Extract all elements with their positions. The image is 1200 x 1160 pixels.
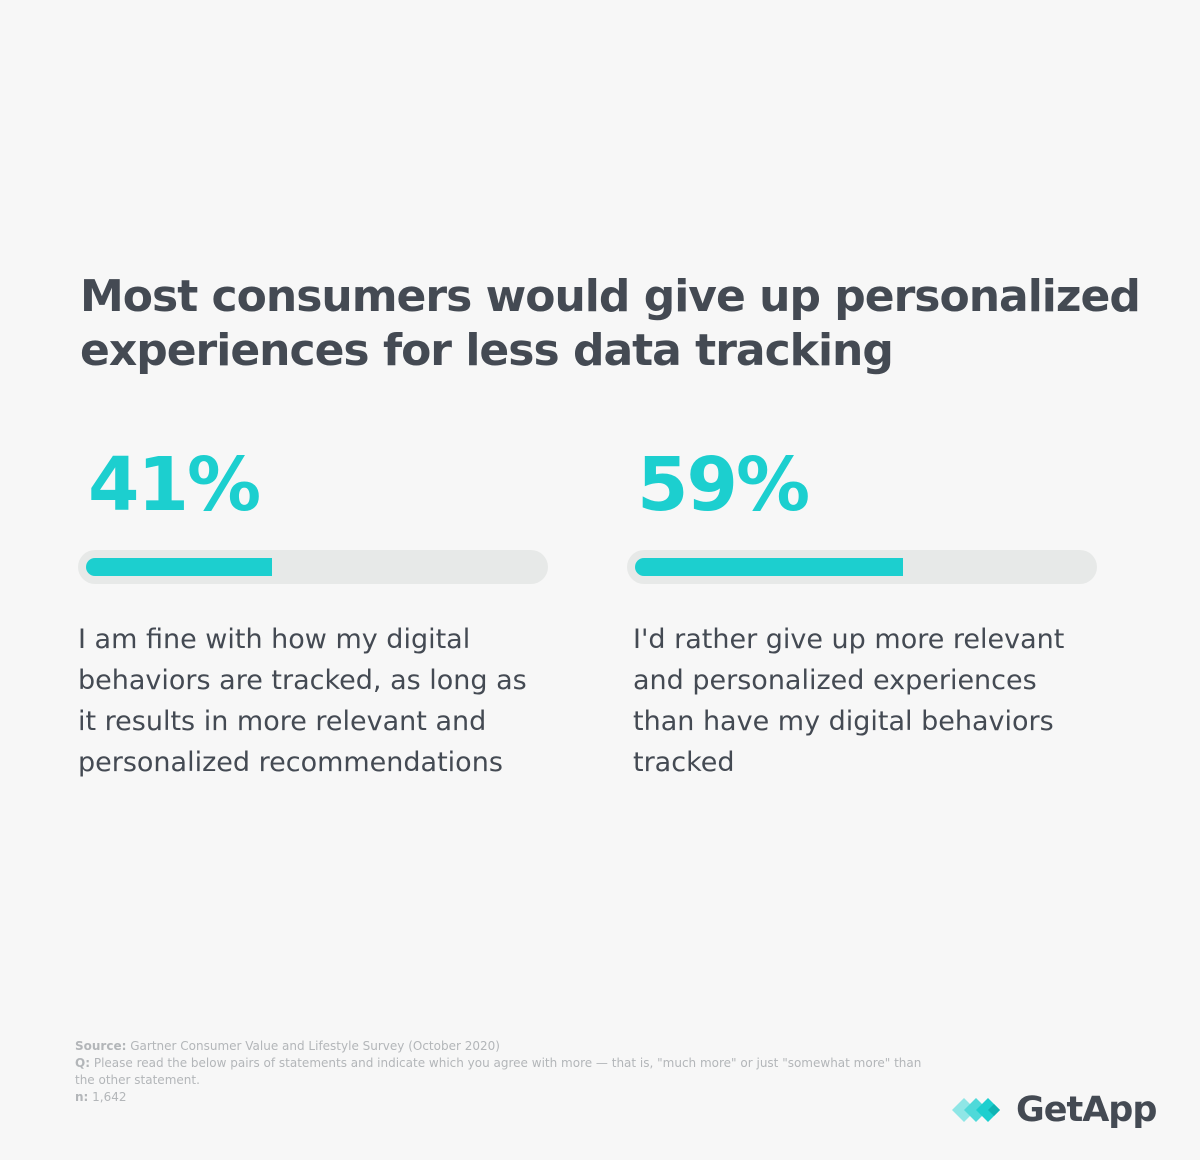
source-line: Source: Gartner Consumer Value and Lifes… — [75, 1038, 925, 1055]
logo-wordmark: GetApp — [1016, 1090, 1157, 1130]
chart-title: Most consumers would give up personalize… — [80, 271, 1141, 376]
statement-text: I am fine with how my digital behaviors … — [78, 624, 527, 778]
source-footnote: Source: Gartner Consumer Value and Lifes… — [75, 1038, 925, 1106]
sample-size-line: n: 1,642 — [75, 1089, 925, 1106]
progress-track — [627, 550, 1097, 584]
statement-text: I'd rather give up more relevant and per… — [633, 624, 1065, 778]
getapp-logo: GetApp — [952, 1088, 1157, 1132]
question-line: Q: Please read the below pairs of statem… — [75, 1055, 925, 1089]
stat-card-fine-with-tracking: 41% I am fine with how my digital behavi… — [78, 440, 548, 783]
progress-bar-fill — [86, 558, 272, 576]
sample-size-text: 1,642 — [92, 1090, 127, 1104]
percent-label: 59% — [637, 442, 810, 528]
source-label: Source: — [75, 1039, 127, 1053]
stat-card-give-up-personalization: 59% I'd rather give up more relevant and… — [627, 440, 1097, 783]
getapp-chevrons-icon — [952, 1098, 1000, 1122]
source-text: Gartner Consumer Value and Lifestyle Sur… — [130, 1039, 500, 1053]
progress-bar-fill — [635, 558, 903, 576]
question-text: Please read the below pairs of statement… — [75, 1056, 922, 1087]
sample-size-label: n: — [75, 1090, 89, 1104]
percent-label: 41% — [88, 442, 261, 528]
question-label: Q: — [75, 1056, 90, 1070]
progress-track — [78, 550, 548, 584]
